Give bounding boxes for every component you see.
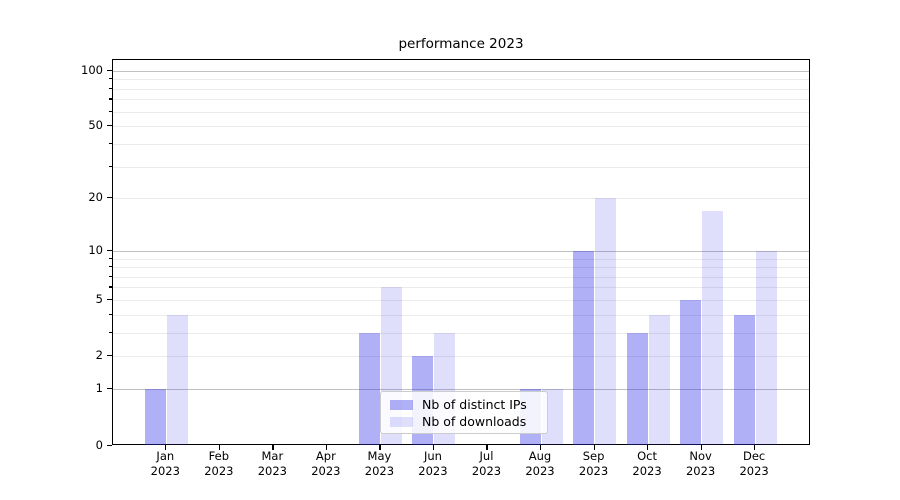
x-tick-mark — [754, 445, 756, 450]
bar-distinct-ips — [680, 299, 702, 445]
plot-area — [112, 59, 810, 445]
x-tick-mark — [647, 445, 649, 450]
gridline-minor — [113, 126, 809, 128]
gridline-minor — [113, 267, 809, 269]
bar-downloads — [595, 198, 617, 445]
y-minor-tick-mark — [109, 257, 112, 259]
y-tick-mark — [106, 298, 112, 301]
legend: Nb of distinct IPs Nb of downloads — [380, 391, 548, 434]
gridline-minor — [113, 276, 809, 278]
x-tick-mark — [272, 445, 274, 450]
legend-swatch-distinct-ips — [390, 399, 413, 410]
y-tick-mark — [106, 444, 112, 446]
gridline-minor — [113, 99, 809, 101]
gridline-minor — [113, 299, 809, 301]
y-minor-tick-mark — [109, 98, 112, 100]
bar-downloads — [166, 314, 188, 445]
x-tick-label: Jun 2023 — [418, 449, 448, 478]
x-tick-label: Apr 2023 — [311, 449, 341, 478]
gridline-minor — [113, 143, 809, 145]
y-tick-mark — [106, 388, 112, 390]
y-minor-tick-mark — [109, 275, 112, 277]
gridline-minor — [113, 356, 809, 358]
y-tick-label: 2 — [95, 348, 103, 363]
x-tick-label: Aug 2023 — [525, 449, 555, 478]
x-tick-label: May 2023 — [364, 449, 395, 478]
x-tick-label: Oct 2023 — [632, 449, 662, 478]
y-minor-tick-mark — [109, 110, 112, 112]
x-tick-mark — [325, 445, 328, 450]
y-tick-label: 10 — [88, 242, 103, 257]
x-tick-mark — [486, 445, 488, 450]
y-tick-label: 1 — [95, 381, 103, 396]
gridline-minor — [113, 88, 809, 90]
y-minor-tick-mark — [109, 87, 112, 89]
x-tick-mark — [540, 445, 542, 450]
y-tick-mark — [106, 197, 112, 199]
y-tick-mark — [106, 249, 112, 251]
y-tick-label: 100 — [81, 62, 103, 77]
gridline-major — [113, 389, 809, 391]
bar-distinct-ips — [733, 314, 755, 445]
y-tick-mark — [106, 125, 112, 127]
gridline-minor — [113, 287, 809, 289]
bar-distinct-ips — [573, 250, 595, 445]
y-tick-label: 5 — [95, 291, 103, 306]
bar-distinct-ips — [358, 332, 380, 445]
x-tick-mark — [218, 445, 221, 450]
bar-distinct-ips — [626, 332, 648, 445]
gridline-minor — [113, 314, 809, 316]
bar-downloads — [755, 250, 777, 445]
legend-label-downloads: Nb of downloads — [422, 414, 527, 429]
y-tick-label: 0 — [95, 437, 103, 452]
x-tick-label: Nov 2023 — [685, 449, 716, 478]
y-tick-mark — [106, 69, 112, 71]
x-tick-mark — [593, 445, 595, 450]
y-minor-tick-mark — [109, 142, 112, 145]
legend-row-downloads: Nb of downloads — [390, 414, 539, 429]
y-tick-mark — [106, 355, 112, 357]
gridline-major — [113, 250, 809, 252]
x-tick-mark — [165, 445, 167, 450]
legend-row-distinct-ips: Nb of distinct IPs — [390, 397, 539, 412]
gridline-major — [113, 70, 809, 72]
x-tick-mark — [432, 445, 435, 450]
y-tick-label: 20 — [88, 190, 103, 205]
y-minor-tick-mark — [109, 78, 112, 80]
x-tick-label: Mar 2023 — [257, 449, 287, 478]
gridline-minor — [113, 198, 809, 200]
gridline-minor — [113, 111, 809, 113]
y-minor-tick-mark — [109, 331, 112, 334]
x-tick-label: Jul 2023 — [471, 449, 502, 478]
gridline-minor — [113, 79, 809, 81]
x-tick-label: Sep 2023 — [578, 449, 609, 478]
bar-distinct-ips — [144, 389, 166, 445]
y-tick-label: 50 — [88, 118, 103, 133]
bar-downloads — [702, 210, 724, 445]
bar-downloads — [648, 314, 670, 445]
y-minor-tick-mark — [109, 266, 112, 268]
y-minor-tick-mark — [109, 165, 112, 167]
x-tick-label: Jan 2023 — [150, 449, 180, 478]
legend-swatch-downloads — [390, 416, 413, 427]
y-minor-tick-mark — [109, 313, 112, 315]
x-tick-mark — [700, 445, 702, 450]
x-tick-mark — [379, 445, 381, 450]
gridline-minor — [113, 166, 809, 168]
legend-label-distinct-ips: Nb of distinct IPs — [422, 397, 527, 412]
y-minor-tick-mark — [109, 286, 112, 288]
chart-title: performance 2023 — [398, 36, 524, 52]
gridline-minor — [113, 332, 809, 334]
x-tick-label: Dec 2023 — [739, 449, 769, 478]
gridline-minor — [113, 258, 809, 260]
x-tick-label: Feb 2023 — [204, 449, 234, 478]
